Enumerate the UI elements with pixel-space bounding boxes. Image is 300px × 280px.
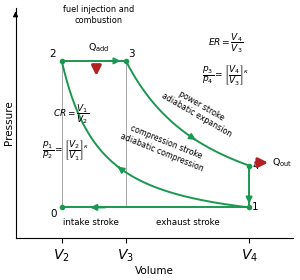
Text: 0: 0: [51, 209, 57, 220]
Text: 3: 3: [128, 48, 135, 59]
X-axis label: Volume: Volume: [135, 266, 174, 276]
Text: $CR = \dfrac{V_1}{V_2}$: $CR = \dfrac{V_1}{V_2}$: [53, 102, 89, 126]
Text: Q$_{\rm out}$: Q$_{\rm out}$: [272, 156, 292, 169]
Text: $\dfrac{p_1}{p_2}=\left[\dfrac{V_2}{V_1}\right]^\kappa$: $\dfrac{p_1}{p_2}=\left[\dfrac{V_2}{V_1}…: [42, 137, 89, 162]
Text: power stroke
adiabatic expansion: power stroke adiabatic expansion: [160, 82, 239, 139]
Text: $\dfrac{p_3}{p_4}=\left[\dfrac{V_4}{V_3}\right]^\kappa$: $\dfrac{p_3}{p_4}=\left[\dfrac{V_4}{V_3}…: [202, 63, 250, 87]
Text: Q$_{\rm add}$: Q$_{\rm add}$: [88, 41, 110, 54]
Text: 4: 4: [252, 160, 259, 171]
Text: compression stroke
adiabatic compression: compression stroke adiabatic compression: [119, 122, 209, 174]
Text: fuel injection and
combustion: fuel injection and combustion: [63, 5, 135, 25]
Text: $ER = \dfrac{V_4}{V_3}$: $ER = \dfrac{V_4}{V_3}$: [208, 31, 244, 55]
Text: intake stroke: intake stroke: [63, 218, 119, 227]
Text: 1: 1: [252, 202, 259, 213]
Text: exhaust stroke: exhaust stroke: [156, 218, 219, 227]
Text: 2: 2: [50, 48, 56, 59]
Y-axis label: Pressure: Pressure: [4, 101, 14, 145]
